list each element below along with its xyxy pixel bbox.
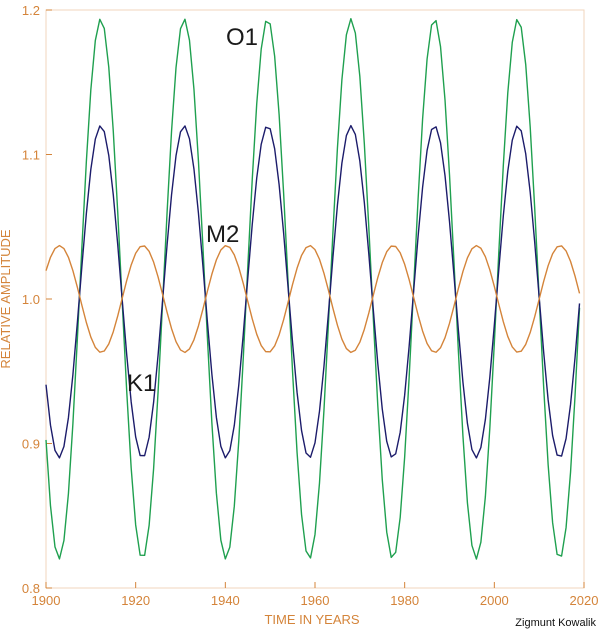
credit-label: Zigmunt Kowalik bbox=[515, 617, 596, 629]
y-axis-title: RELATIVE AMPLITUDE bbox=[0, 229, 13, 369]
axis-ticks bbox=[45, 9, 585, 589]
y-tick-label-1: 1.0 bbox=[22, 292, 40, 307]
tick-labels: 1900 1920 1940 1960 1980 2000 2020 0.8 0.9 1.0 1.1… bbox=[22, 3, 599, 608]
y-tick-label-1.2: 1.2 bbox=[22, 3, 40, 18]
series-group bbox=[45, 17, 581, 560]
y-tick-label-0.8: 0.8 bbox=[22, 581, 40, 596]
x-tick-label-2020: 2020 bbox=[570, 593, 599, 608]
x-axis-title: TIME IN YEARS bbox=[264, 612, 359, 627]
series-label-o1: O1 bbox=[226, 24, 258, 51]
x-tick-label-1980: 1980 bbox=[390, 593, 419, 608]
x-tick-label-1940: 1940 bbox=[211, 593, 240, 608]
series-line-k1 bbox=[45, 124, 581, 459]
y-tick-label-1.1: 1.1 bbox=[22, 148, 40, 163]
x-tick-label-2000: 2000 bbox=[480, 593, 509, 608]
plot-frame bbox=[45, 9, 585, 589]
x-tick-label-1900: 1900 bbox=[32, 593, 61, 608]
series-line-o1 bbox=[45, 17, 581, 560]
series-label-m2: M2 bbox=[206, 221, 239, 248]
series-label-k1: K1 bbox=[127, 370, 156, 397]
x-tick-label-1920: 1920 bbox=[121, 593, 150, 608]
series-line-m2 bbox=[45, 244, 581, 354]
y-tick-label-0.9: 0.9 bbox=[22, 437, 40, 452]
x-tick-label-1960: 1960 bbox=[301, 593, 330, 608]
